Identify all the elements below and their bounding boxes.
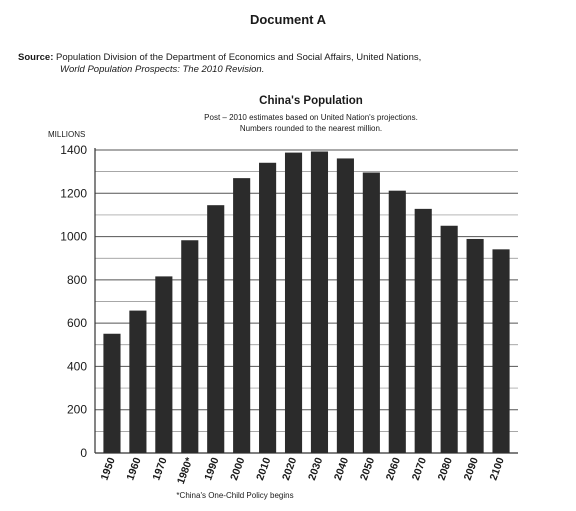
- bar-1960: [129, 310, 147, 453]
- y-tick-label: 1200: [60, 186, 87, 200]
- y-tick-label: 200: [67, 403, 87, 417]
- x-tick-label: 1960: [124, 456, 143, 482]
- x-tick-label: 2030: [306, 456, 325, 482]
- y-tick-label: 800: [67, 273, 87, 287]
- y-tick-label: 1400: [60, 143, 87, 157]
- bar-2070: [414, 208, 432, 453]
- x-tick-label: 2010: [254, 456, 273, 482]
- bar-1950: [103, 333, 121, 453]
- x-tick-label: 2090: [462, 456, 481, 482]
- bar-2000: [233, 178, 251, 453]
- chart-title: China's Population: [259, 95, 363, 107]
- x-tick-label: 1970: [150, 456, 169, 482]
- bar-2010: [259, 162, 277, 453]
- bar-1970: [155, 276, 173, 453]
- y-tick-label: 1000: [60, 230, 87, 244]
- y-tick-label: 0: [80, 446, 87, 460]
- x-tick-label: 2070: [410, 456, 429, 482]
- bar-2030: [310, 151, 329, 453]
- x-tick-label: 1980*: [175, 455, 196, 486]
- x-tick-label: 2100: [488, 456, 507, 482]
- footnote: *China's One-Child Policy begins: [176, 491, 293, 500]
- bar-2050: [362, 172, 380, 453]
- source-label: Source:: [18, 52, 54, 63]
- bar-2060: [388, 190, 406, 453]
- x-tick-label: 2080: [436, 456, 455, 482]
- bar-2080: [440, 225, 458, 453]
- x-tick-label: 1950: [99, 456, 118, 482]
- chart-subtitle-line-2: Numbers rounded to the nearest million.: [240, 124, 382, 133]
- document-title: Document A: [249, 12, 327, 27]
- y-axis-label: MILLIONS: [48, 130, 85, 139]
- source-citation: Source: Population Division of the Depar…: [18, 52, 558, 75]
- x-tick-label: 2020: [280, 456, 299, 482]
- bar-2020: [284, 152, 303, 453]
- bar-1980: [181, 240, 199, 453]
- y-tick-label: 400: [67, 359, 87, 373]
- source-text: Population Division of the Department of…: [56, 52, 422, 63]
- x-tick-label: 1990: [202, 456, 221, 482]
- x-tick-label: 2040: [332, 456, 351, 482]
- x-tick-label: 2060: [384, 456, 403, 482]
- source-publication: World Population Prospects: The 2010 Rev…: [60, 64, 265, 75]
- x-tick-label: 2000: [228, 456, 247, 482]
- bar-2040: [336, 158, 354, 453]
- y-tick-label: 600: [67, 316, 87, 330]
- bar-1990: [207, 205, 225, 453]
- bar-2100: [492, 249, 510, 453]
- chart-subtitle-line-1: Post – 2010 estimates based on United Na…: [204, 113, 418, 122]
- x-tick-label: 2050: [358, 456, 377, 482]
- bar-2090: [466, 238, 484, 453]
